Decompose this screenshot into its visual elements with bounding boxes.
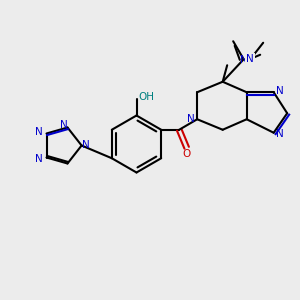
Text: N: N	[60, 119, 68, 130]
Text: N: N	[187, 114, 194, 124]
Text: N: N	[35, 127, 43, 137]
Text: O: O	[183, 149, 191, 159]
Text: N: N	[240, 55, 248, 65]
Text: N: N	[276, 129, 284, 139]
Text: N: N	[246, 54, 254, 64]
Text: N: N	[35, 154, 43, 164]
Text: OH: OH	[138, 92, 154, 103]
Text: N: N	[276, 86, 284, 96]
Text: N: N	[82, 140, 90, 151]
